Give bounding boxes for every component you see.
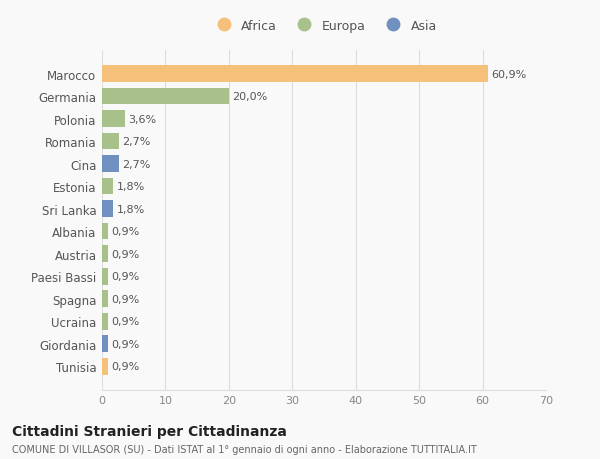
Bar bbox=[102, 268, 108, 285]
Text: 0,9%: 0,9% bbox=[111, 316, 139, 326]
Bar bbox=[102, 291, 108, 308]
Bar bbox=[102, 358, 108, 375]
Bar bbox=[102, 111, 125, 128]
Bar bbox=[102, 223, 108, 240]
Text: 60,9%: 60,9% bbox=[491, 69, 527, 79]
Text: 0,9%: 0,9% bbox=[111, 227, 139, 236]
Text: 3,6%: 3,6% bbox=[128, 114, 156, 124]
Text: 1,8%: 1,8% bbox=[116, 182, 145, 191]
Bar bbox=[102, 178, 113, 195]
Bar bbox=[102, 66, 488, 83]
Bar bbox=[102, 156, 119, 173]
Bar bbox=[102, 246, 108, 263]
Bar bbox=[102, 133, 119, 150]
Text: Cittadini Stranieri per Cittadinanza: Cittadini Stranieri per Cittadinanza bbox=[12, 425, 287, 438]
Text: 1,8%: 1,8% bbox=[116, 204, 145, 214]
Bar bbox=[102, 89, 229, 105]
Text: 20,0%: 20,0% bbox=[232, 92, 267, 102]
Bar bbox=[102, 336, 108, 352]
Bar bbox=[102, 201, 113, 218]
Text: 2,7%: 2,7% bbox=[122, 137, 151, 147]
Text: COMUNE DI VILLASOR (SU) - Dati ISTAT al 1° gennaio di ogni anno - Elaborazione T: COMUNE DI VILLASOR (SU) - Dati ISTAT al … bbox=[12, 444, 477, 454]
Text: 2,7%: 2,7% bbox=[122, 159, 151, 169]
Bar bbox=[102, 313, 108, 330]
Text: 0,9%: 0,9% bbox=[111, 294, 139, 304]
Text: 0,9%: 0,9% bbox=[111, 361, 139, 371]
Legend: Africa, Europa, Asia: Africa, Europa, Asia bbox=[207, 16, 441, 36]
Text: 0,9%: 0,9% bbox=[111, 339, 139, 349]
Text: 0,9%: 0,9% bbox=[111, 249, 139, 259]
Text: 0,9%: 0,9% bbox=[111, 271, 139, 281]
